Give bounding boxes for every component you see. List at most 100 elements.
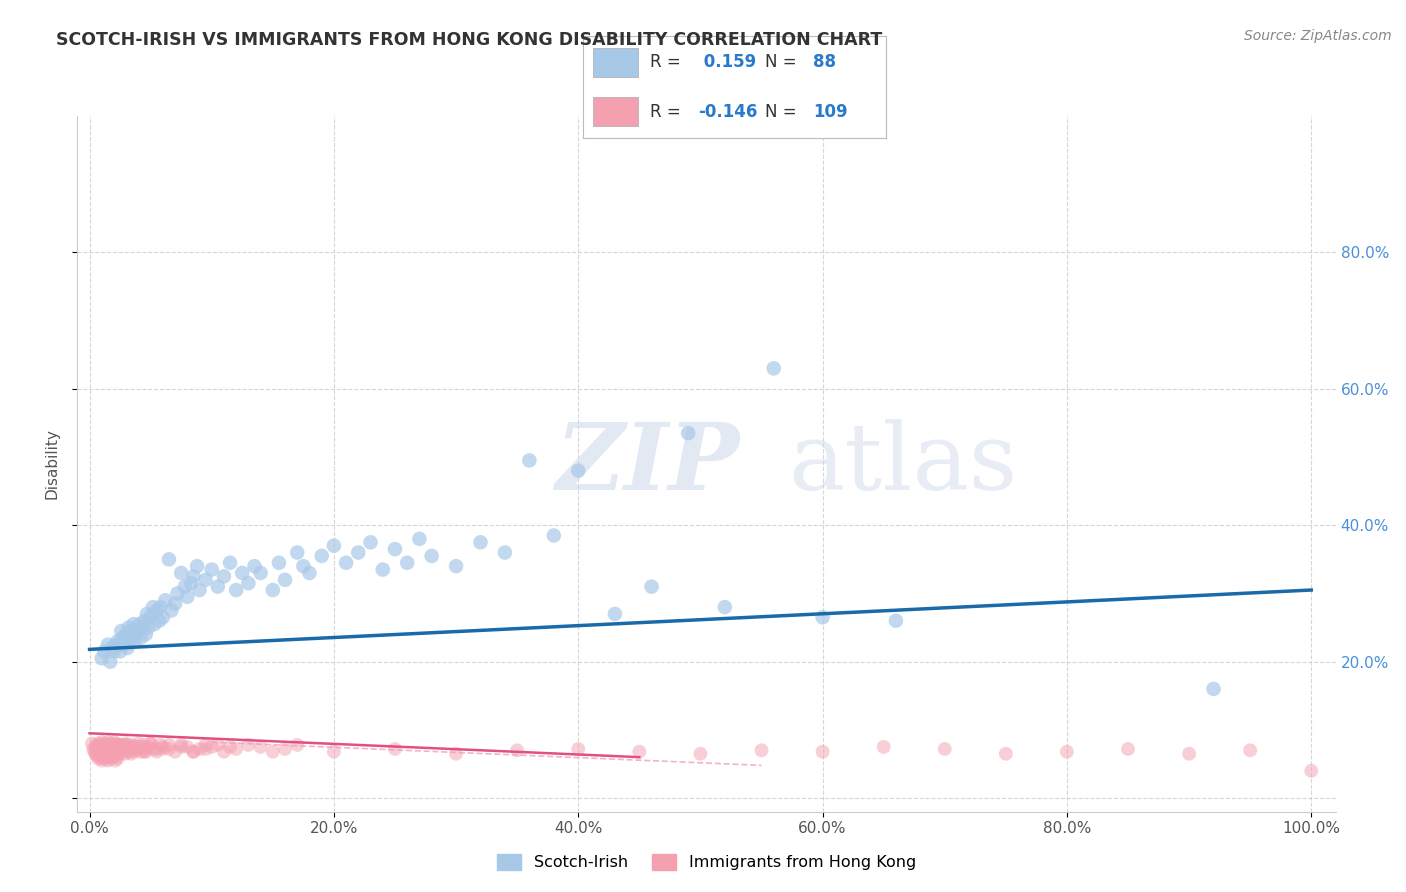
- Point: [90, 738, 112, 752]
- Text: atlas: atlas: [789, 419, 1018, 508]
- Point: [114, 747, 136, 761]
- Point: [127, 737, 149, 751]
- Point: [225, 582, 247, 597]
- Point: [267, 556, 290, 570]
- Point: [136, 739, 159, 754]
- Point: [884, 614, 907, 628]
- Point: [360, 535, 382, 549]
- Point: [80, 737, 103, 751]
- Y-axis label: Disability: Disability: [44, 428, 59, 500]
- Point: [103, 735, 125, 749]
- Point: [108, 742, 131, 756]
- Point: [127, 739, 149, 754]
- Point: [180, 576, 202, 591]
- Point: [347, 545, 370, 559]
- Point: [108, 738, 131, 752]
- Point: [100, 640, 122, 655]
- Point: [107, 634, 129, 648]
- Point: [112, 742, 135, 756]
- Point: [105, 742, 128, 756]
- Point: [170, 739, 193, 754]
- Point: [142, 600, 165, 615]
- Point: [640, 580, 662, 594]
- Point: [157, 552, 180, 566]
- Point: [105, 748, 128, 763]
- Point: [762, 361, 785, 376]
- Point: [157, 738, 180, 752]
- Point: [104, 754, 127, 768]
- Point: [90, 739, 112, 754]
- Point: [96, 750, 118, 764]
- Point: [127, 624, 149, 638]
- Point: [219, 739, 242, 754]
- Point: [122, 739, 145, 754]
- Point: [322, 539, 344, 553]
- Point: [112, 738, 135, 752]
- Point: [107, 738, 129, 752]
- Point: [90, 754, 112, 768]
- Point: [166, 586, 188, 600]
- Point: [183, 745, 205, 759]
- Point: [121, 624, 143, 638]
- Point: [118, 634, 141, 648]
- Point: [121, 739, 143, 754]
- Point: [170, 738, 193, 752]
- Point: [94, 747, 117, 761]
- Point: [152, 739, 174, 754]
- Point: [93, 644, 115, 658]
- Point: [225, 742, 247, 756]
- Point: [103, 745, 125, 759]
- Point: [274, 573, 297, 587]
- Point: [128, 617, 150, 632]
- Point: [108, 738, 131, 752]
- Point: [142, 742, 165, 756]
- Point: [188, 742, 211, 756]
- Point: [714, 600, 737, 615]
- Point: [444, 559, 467, 574]
- Point: [994, 747, 1017, 761]
- Point: [97, 754, 120, 768]
- Text: 0.159: 0.159: [699, 54, 756, 71]
- Point: [135, 627, 157, 641]
- Point: [101, 750, 124, 764]
- Point: [145, 745, 167, 759]
- Point: [1301, 764, 1323, 778]
- Point: [543, 528, 565, 542]
- Text: SCOTCH-IRISH VS IMMIGRANTS FROM HONG KONG DISABILITY CORRELATION CHART: SCOTCH-IRISH VS IMMIGRANTS FROM HONG KON…: [56, 31, 883, 49]
- Point: [115, 737, 138, 751]
- Point: [238, 576, 260, 591]
- Point: [194, 573, 217, 587]
- Point: [186, 559, 208, 574]
- Point: [145, 742, 167, 756]
- Point: [103, 644, 125, 658]
- Point: [94, 742, 117, 756]
- Point: [129, 745, 152, 759]
- Point: [98, 751, 121, 765]
- Point: [519, 453, 541, 467]
- Point: [112, 638, 135, 652]
- Point: [100, 742, 122, 756]
- Point: [131, 621, 153, 635]
- Point: [134, 745, 156, 759]
- Point: [311, 549, 333, 563]
- Point: [128, 739, 150, 754]
- Point: [107, 751, 129, 765]
- Point: [125, 627, 148, 641]
- Point: [110, 739, 132, 754]
- Point: [108, 644, 131, 658]
- Point: [86, 748, 108, 763]
- Point: [98, 748, 121, 763]
- Point: [124, 634, 146, 648]
- Point: [90, 735, 112, 749]
- Point: [87, 737, 110, 751]
- Point: [160, 603, 183, 617]
- Point: [97, 638, 120, 652]
- Point: [165, 597, 187, 611]
- Point: [135, 745, 157, 759]
- Point: [292, 559, 315, 574]
- Point: [90, 651, 112, 665]
- Point: [104, 739, 127, 754]
- Point: [100, 747, 122, 761]
- Text: R =: R =: [650, 103, 686, 120]
- Text: Source: ZipAtlas.com: Source: ZipAtlas.com: [1244, 29, 1392, 43]
